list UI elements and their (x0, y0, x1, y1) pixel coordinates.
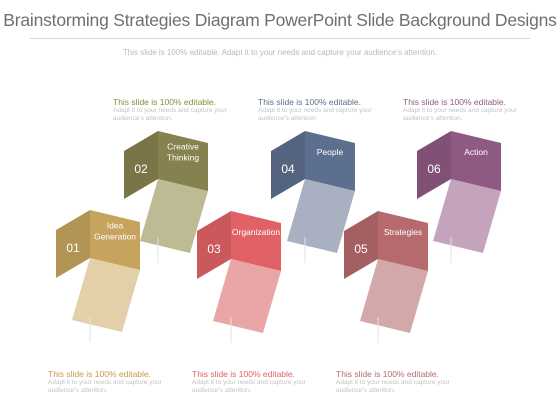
step-label: Thinking (167, 153, 199, 163)
ribbon-tail (433, 179, 501, 253)
step-label: Organization (232, 227, 280, 237)
step-number: 06 (427, 162, 441, 176)
ribbon-tail (72, 258, 140, 332)
step-number: 03 (207, 242, 221, 256)
caption-title: This slide is 100% editable. (48, 369, 152, 379)
caption-body: Adapt it to your needs and capture your … (192, 379, 306, 394)
caption-bottom-2: This slide is 100% editable. Adapt it to… (192, 369, 312, 395)
step-number: 02 (134, 162, 148, 176)
fold-front-face (451, 131, 501, 191)
fold-left-face (56, 210, 90, 278)
ribbon-tail (140, 179, 208, 253)
caption-body: Adapt it to your needs and capture your … (48, 379, 162, 394)
fold-front-face (305, 131, 355, 191)
caption-top-3: This slide is 100% editable. Adapt it to… (403, 97, 523, 123)
caption-title: This slide is 100% editable. (113, 97, 217, 107)
fold-left-face (197, 211, 231, 279)
caption-title: This slide is 100% editable. (403, 97, 507, 107)
caption-top-2: This slide is 100% editable. Adapt it to… (258, 97, 378, 123)
fold-left-face (417, 131, 451, 199)
caption-body: Adapt it to your needs and capture your … (336, 379, 450, 394)
caption-body: Adapt it to your needs and capture your … (113, 107, 227, 122)
step-label: Action (464, 147, 488, 157)
step-06: 06 Action (417, 131, 501, 263)
caption-title: This slide is 100% editable. (192, 369, 296, 379)
fold-left-face (124, 131, 158, 199)
slide-title: Brainstorming Strategies Diagram PowerPo… (3, 10, 557, 30)
slide-subtitle: This slide is 100% editable. Adapt it to… (122, 48, 438, 57)
step-label: Strategies (384, 227, 422, 237)
fold-left-face (271, 131, 305, 199)
step-03: 03 Organization (197, 211, 281, 343)
step-label: People (317, 147, 344, 157)
caption-title: This slide is 100% editable. (258, 97, 362, 107)
ribbon-tail (360, 259, 428, 333)
fold-front-face (158, 131, 208, 191)
fold-front-face (378, 211, 428, 271)
caption-body: Adapt it to your needs and capture your … (403, 107, 517, 122)
caption-body: Adapt it to your needs and capture your … (258, 107, 372, 122)
step-label: Creative (167, 142, 199, 152)
step-number: 01 (66, 241, 80, 255)
step-label: Generation (94, 232, 136, 242)
fold-front-face (90, 210, 140, 270)
fold-left-face (344, 211, 378, 279)
caption-top-1: This slide is 100% editable. Adapt it to… (113, 97, 233, 123)
step-number: 04 (281, 162, 295, 176)
step-number: 05 (354, 242, 368, 256)
step-04: 04 People (271, 131, 355, 263)
step-label: Idea (107, 221, 124, 231)
title-divider (30, 38, 530, 39)
fold-front-face (231, 211, 281, 271)
ribbon-tail (213, 259, 281, 333)
step-05: 05 Strategies (344, 211, 428, 343)
caption-bottom-1: This slide is 100% editable. Adapt it to… (48, 369, 168, 395)
caption-title: This slide is 100% editable. (336, 369, 440, 379)
ribbon-tail (287, 179, 355, 253)
caption-bottom-3: This slide is 100% editable. Adapt it to… (336, 369, 456, 395)
